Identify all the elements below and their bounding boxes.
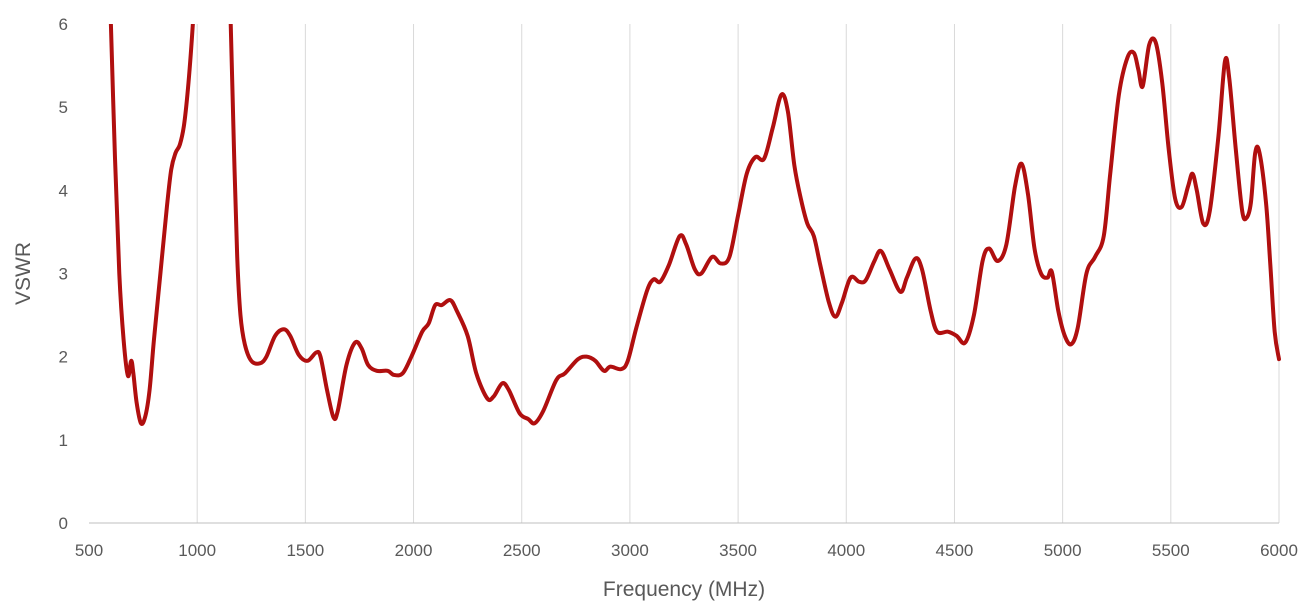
y-tick-label: 3 <box>59 265 68 284</box>
x-tick-label: 5000 <box>1044 541 1082 560</box>
x-tick-label: 1500 <box>286 541 324 560</box>
x-tick-label: 2000 <box>395 541 433 560</box>
vertical-gridlines <box>196 24 1280 523</box>
x-tick-label: 5500 <box>1152 541 1190 560</box>
x-tick-label: 3000 <box>611 541 649 560</box>
x-tick-label: 2500 <box>503 541 541 560</box>
y-tick-label: 0 <box>59 514 68 533</box>
x-tick-label: 4500 <box>936 541 974 560</box>
y-tick-label: 4 <box>59 181 68 200</box>
y-tick-label: 2 <box>59 348 68 367</box>
y-tick-label: 6 <box>59 15 68 34</box>
y-axis-tick-labels: 0 1 2 3 4 5 6 <box>59 15 68 533</box>
x-tick-label: 500 <box>75 541 103 560</box>
series-layer <box>108 24 1281 426</box>
x-tick-label: 6000 <box>1260 541 1298 560</box>
y-axis-title: VSWR <box>12 242 35 305</box>
x-tick-label: 3500 <box>719 541 757 560</box>
x-axis-title: Frequency (MHz) <box>603 578 765 601</box>
y-tick-label: 1 <box>59 431 68 450</box>
y-tick-label: 5 <box>59 98 68 117</box>
x-tick-label: 4000 <box>827 541 865 560</box>
x-axis-tick-labels: 500 1000 1500 2000 2500 3000 3500 4000 4500 5000 5… <box>75 541 1298 560</box>
series-line-0 <box>108 24 1281 426</box>
x-tick-label: 1000 <box>178 541 216 560</box>
